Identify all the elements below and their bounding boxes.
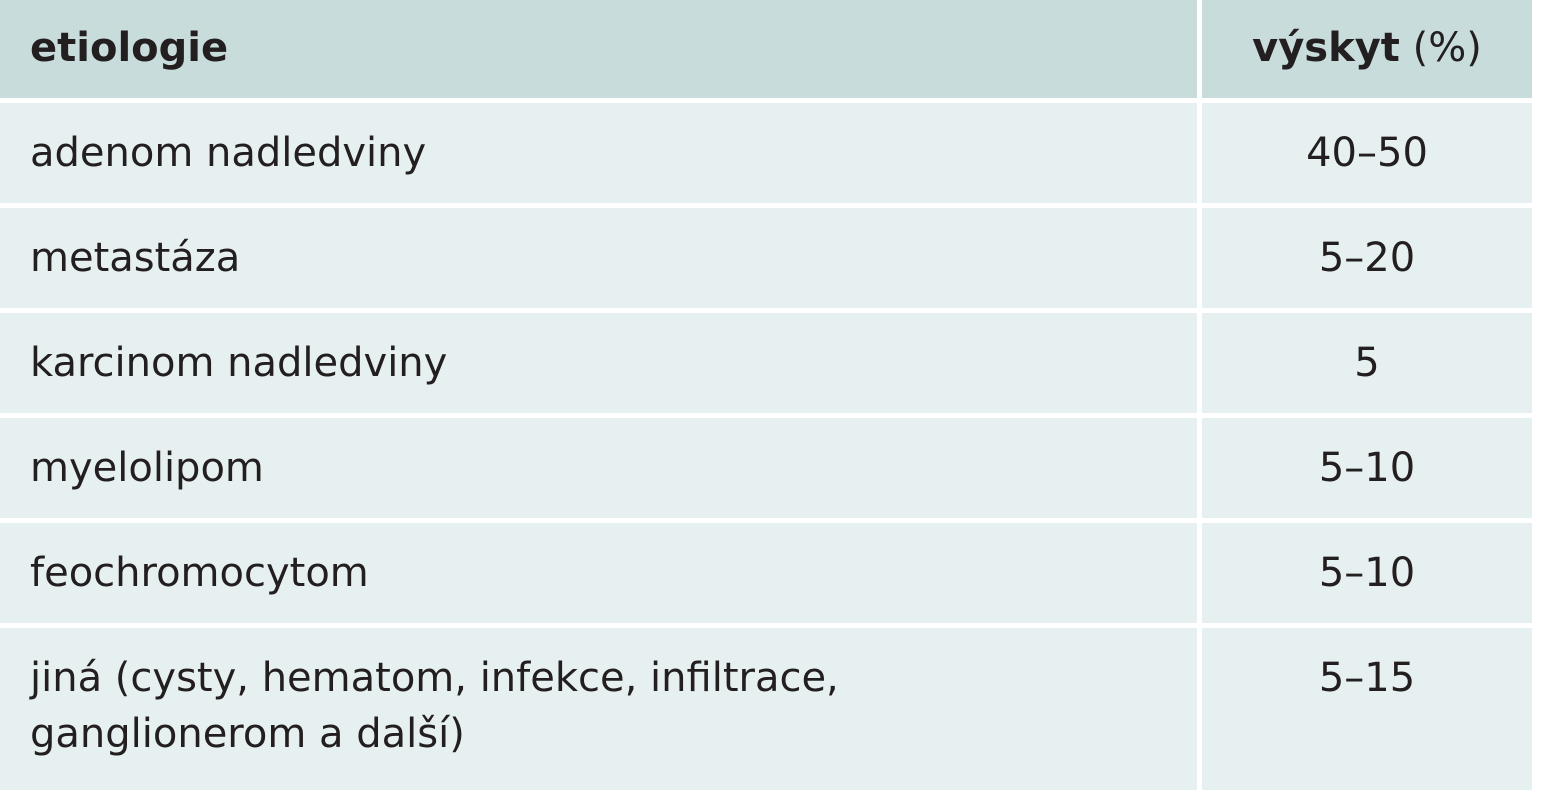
header-cell: etiologie bbox=[0, 0, 1197, 98]
etiology-text: adenom nadledviny bbox=[30, 130, 427, 176]
table-cell: 40–50 bbox=[1202, 103, 1532, 203]
etiology-text: metastáza bbox=[30, 235, 241, 281]
table-row: jiná (cysty, hematom, infekce, infiltrac… bbox=[0, 628, 1532, 790]
header-row: etiologie výskyt (%) bbox=[0, 0, 1532, 98]
occurrence-text: 5–10 bbox=[1318, 550, 1416, 596]
table-row: adenom nadledviny 40–50 bbox=[0, 103, 1532, 203]
table-cell: 5 bbox=[1202, 313, 1532, 413]
etiology-text: feochromocytom bbox=[30, 550, 369, 596]
table-row: myelolipom 5–10 bbox=[0, 418, 1532, 518]
header-text: výskyt bbox=[1252, 25, 1400, 71]
table-cell: jiná (cysty, hematom, infekce, infiltrac… bbox=[0, 628, 1197, 790]
table-row: karcinom nadledviny 5 bbox=[0, 313, 1532, 413]
table-row: metastáza 5–20 bbox=[0, 208, 1532, 308]
occurrence-text: 5–20 bbox=[1318, 235, 1416, 281]
table-row: feochromocytom 5–10 bbox=[0, 523, 1532, 623]
etiology-text: myelolipom bbox=[30, 445, 264, 491]
table-cell: 5–20 bbox=[1202, 208, 1532, 308]
table-cell: metastáza bbox=[0, 208, 1197, 308]
occurrence-text: 5–10 bbox=[1318, 445, 1416, 491]
table-cell: 5–15 bbox=[1202, 628, 1532, 790]
table-cell: 5–10 bbox=[1202, 418, 1532, 518]
etiology-text: jiná (cysty, hematom, infekce, infiltrac… bbox=[30, 655, 839, 757]
occurrence-text: 5 bbox=[1354, 340, 1380, 386]
header-text: etiologie bbox=[30, 25, 229, 71]
occurrence-text: 40–50 bbox=[1306, 130, 1428, 176]
header-cell: výskyt (%) bbox=[1202, 0, 1532, 98]
etiology-text: karcinom nadledviny bbox=[30, 340, 448, 386]
header-unit: (%) bbox=[1412, 25, 1482, 71]
occurrence-text: 5–15 bbox=[1318, 655, 1416, 701]
table-cell: myelolipom bbox=[0, 418, 1197, 518]
table-cell: 5–10 bbox=[1202, 523, 1532, 623]
table-cell: karcinom nadledviny bbox=[0, 313, 1197, 413]
table-cell: feochromocytom bbox=[0, 523, 1197, 623]
table-cell: adenom nadledviny bbox=[0, 103, 1197, 203]
